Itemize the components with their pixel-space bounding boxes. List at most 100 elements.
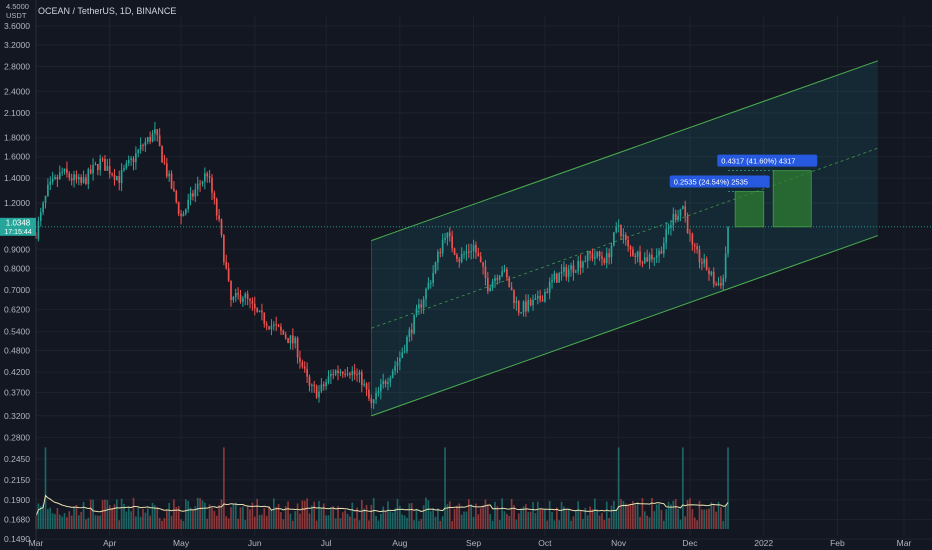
candle-body [101,158,104,160]
candle-body [408,329,411,337]
regression-channel[interactable] [371,60,879,417]
candle-body [603,258,606,264]
volume-bar [292,520,294,529]
volume-bar [615,509,618,529]
volume-bar [491,520,494,529]
candle-body [177,202,180,214]
candle-body [54,176,56,179]
volume-bar [227,518,230,529]
candle-body [651,254,653,260]
target-box-1[interactable] [734,191,765,228]
volume-bar [701,509,703,529]
candle-body [479,256,482,263]
price-tick-label: 0.8000 [4,263,30,273]
candle-body [351,370,354,376]
volume-bar [54,514,56,529]
volume-bar [560,501,563,529]
candle-body [208,176,211,178]
volume-bar [670,504,672,529]
target-boxes[interactable]: 0.2535 (24.54%) 2535 0.4317 (41.60%) 4317 [36,154,932,228]
candle-body [106,166,109,171]
price-tick-label: 0.1900 [4,495,30,505]
candle-body [135,153,137,163]
candle-body [498,275,501,280]
volume-bar [541,509,544,529]
volume-bar [570,520,572,529]
volume-bar [586,515,589,529]
volume-bar [603,519,606,529]
volume-bar [641,497,644,529]
volume-bar [349,516,351,529]
candle-body [387,382,389,384]
candle-body [674,213,677,220]
volume-bar [330,507,332,529]
price-axis[interactable]: 3.6000 3.2000 2.8000 2.4000 2.1000 1.8000 1.60… [4,0,37,550]
volume-bar [284,506,287,529]
volume-bar [66,517,68,529]
candle-body [456,254,458,260]
volume-bar [567,509,570,529]
volume-bar [303,500,306,529]
price-tick-label: 1.8000 [4,133,30,143]
candle-body [168,173,171,177]
volume-bar [660,509,663,529]
candle-body [596,251,599,257]
volume-bar [322,503,325,529]
volume-bar [239,507,242,529]
candle-body [156,129,159,136]
candle-body [277,325,280,327]
volume-bar [211,507,213,529]
volume-bar [525,504,527,529]
volume-bar [427,500,430,529]
volume-bar [268,506,270,529]
volume-bar [589,506,591,529]
candle-body [118,176,121,183]
volume-bar [696,520,698,529]
candle-body [539,295,541,300]
candle-body [425,288,427,300]
volume-bar [467,499,470,529]
target-label-2: 0.4317 (41.60%) 4317 [721,157,795,166]
volume-bar [137,508,140,529]
volume-bar [712,505,715,529]
candle-body [389,377,392,383]
candle-body [453,248,456,255]
candle-body [301,361,304,367]
volume-bar [403,515,406,529]
last-price-badge [0,217,36,236]
candle-body [727,226,729,254]
candle-body [265,323,268,327]
price-tick-label: 2.4000 [4,86,30,96]
volume-bar [337,505,339,529]
channel-lower-line[interactable] [371,235,879,417]
candle-body [639,251,641,263]
candle-body [158,135,161,147]
volume-bar [475,503,477,529]
candle-body [70,178,73,181]
volume-bar [44,447,47,529]
time-tick-label: Mar [897,538,912,548]
target-box-2[interactable] [772,170,812,228]
volume-bar [375,516,377,529]
candle-body [108,166,111,175]
candle-body [720,283,722,286]
candle-body [620,225,622,237]
volume-bar [548,500,551,529]
candle-body [394,365,396,372]
candle-body [705,259,708,271]
volume-bar [154,505,156,529]
channel-upper-line[interactable] [371,60,879,242]
price-tick-label: 0.2450 [4,454,30,464]
volume-bar [213,510,216,529]
candle-body [682,206,684,210]
volume-bar [439,520,442,529]
symbol-header[interactable]: OCEAN / TetherUS, 1D, BINANCE [38,6,177,16]
time-axis[interactable]: Mar Apr May Jun Jul Aug Sep Oct Nov Dec 2022 Feb Mar [29,538,912,548]
volume-bar [73,506,75,529]
candle-body [646,257,648,262]
volume-bar [413,520,415,529]
volume-bar [175,506,178,529]
candle-body [379,384,382,392]
candle-body [515,301,518,304]
